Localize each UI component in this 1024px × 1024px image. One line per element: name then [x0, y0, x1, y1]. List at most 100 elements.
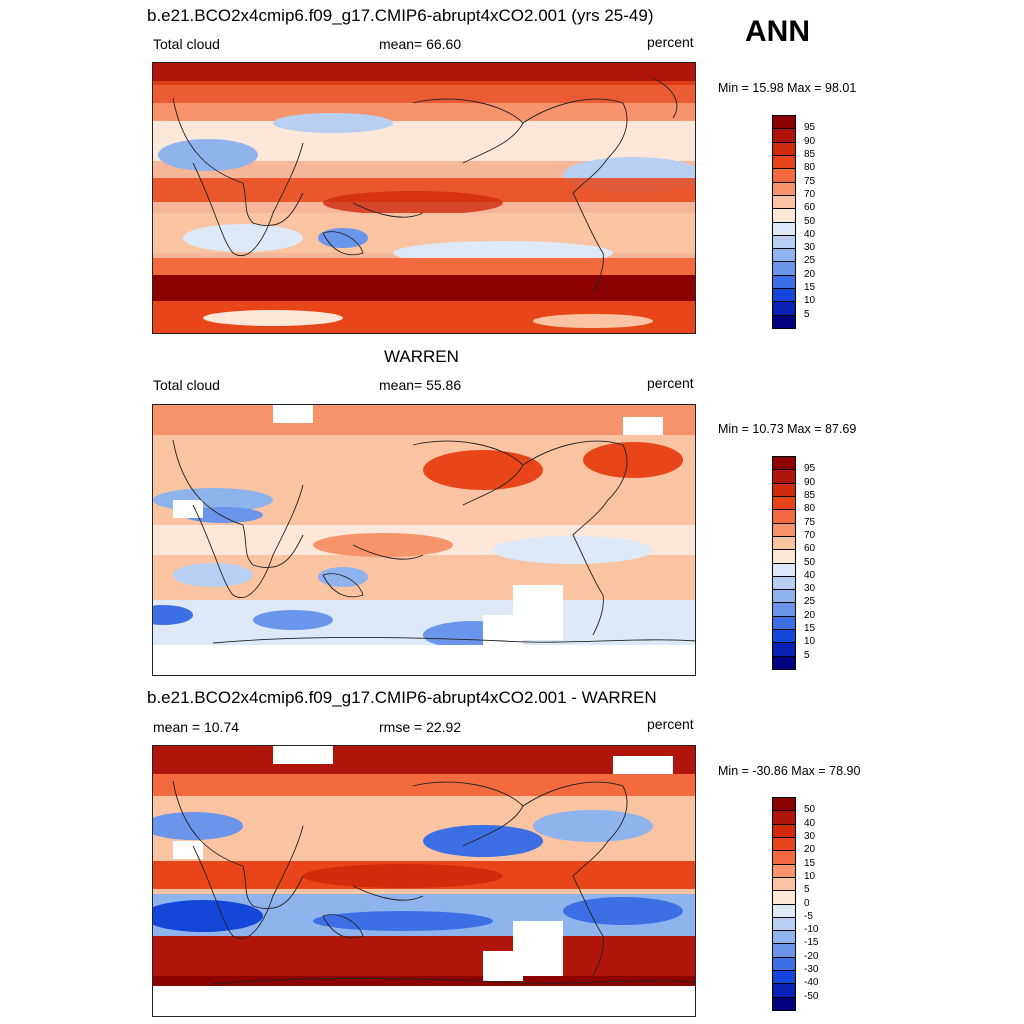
colorbar-tick-label: 30	[804, 830, 816, 842]
colorbar-tick-label: 70	[804, 529, 816, 541]
colorbar-tick-label: 85	[804, 148, 816, 160]
colorbar-swatch	[772, 221, 796, 236]
panel-3-rmse: rmse = 22.92	[379, 719, 462, 735]
colorbar-swatch	[772, 956, 796, 971]
colorbar-swatch	[772, 876, 796, 891]
panel-2-mean: mean= 55.86	[379, 377, 462, 393]
colorbar-tick-label: 80	[804, 162, 816, 174]
panel-3-minmax: Min = -30.86 Max = 78.90	[718, 764, 861, 778]
colorbar-swatch	[772, 168, 796, 183]
colorbar-swatch	[772, 509, 796, 524]
colorbar-tick-label: 20	[804, 844, 816, 856]
colorbar-tick-label: 10	[804, 636, 816, 648]
colorbar-tick-label: 95	[804, 463, 816, 475]
panel-3-mean: mean = 10.74	[153, 719, 240, 735]
colorbar-swatch	[772, 128, 796, 143]
colorbar-swatch	[772, 274, 796, 289]
colorbar-tick-label: -10	[804, 924, 819, 936]
colorbar-tick-label: -30	[804, 964, 819, 976]
colorbar-tick-label: 70	[804, 188, 816, 200]
colorbar-swatch	[772, 575, 796, 590]
colorbar-tick-label: 10	[804, 870, 816, 882]
colorbar-swatch	[772, 314, 796, 329]
colorbar-swatch	[772, 181, 796, 196]
colorbar-swatch	[772, 469, 796, 484]
colorbar-tick-label: -40	[804, 977, 819, 989]
panel-3-map	[152, 745, 696, 1017]
colorbar-tick-label: 15	[804, 857, 816, 869]
colorbar-tick-label: -50	[804, 990, 819, 1002]
colorbar-swatch	[772, 850, 796, 865]
colorbar-tick-label: 95	[804, 122, 816, 134]
colorbar-swatch	[772, 823, 796, 838]
colorbar-tick-label: -5	[804, 910, 813, 922]
colorbar-tick-label: 15	[804, 623, 816, 635]
panel-1-minmax: Min = 15.98 Max = 98.01	[718, 81, 857, 95]
colorbar-swatch	[772, 810, 796, 825]
colorbar-swatch	[772, 141, 796, 156]
colorbar-tick-label: 5	[804, 649, 810, 661]
colorbar-tick-label: 60	[804, 202, 816, 214]
colorbar-tick-label: -20	[804, 950, 819, 962]
colorbar-swatch	[772, 562, 796, 577]
colorbar-swatch	[772, 629, 796, 643]
colorbar-tick-label: 5	[804, 308, 810, 320]
colorbar-swatch	[772, 301, 796, 316]
colorbar-swatch	[772, 930, 796, 944]
colorbar-tick-label: 30	[804, 583, 816, 595]
colorbar-swatch	[772, 996, 796, 1011]
panel-3-units: percent	[647, 716, 694, 732]
colorbar-swatch	[772, 797, 796, 811]
colorbar-tick-label: 60	[804, 543, 816, 555]
colorbar-swatch	[772, 903, 796, 918]
colorbar-swatch	[772, 456, 796, 470]
panel-2-colorbar: 95 90 85 80 75 70 60 50 40 30 25 20 15 10 5	[772, 456, 815, 670]
colorbar-swatch	[772, 522, 796, 537]
colorbar-swatch	[772, 655, 796, 670]
colorbar-swatch	[772, 615, 796, 630]
panel-3-title: b.e21.BCO2x4cmip6.f09_g17.CMIP6-abrupt4x…	[147, 688, 657, 707]
panel-2-title: WARREN	[384, 347, 459, 366]
colorbar-swatch	[772, 535, 796, 550]
colorbar-tick-label: 10	[804, 295, 816, 307]
panel-2-map	[152, 404, 696, 676]
colorbar-tick-label: 80	[804, 503, 816, 515]
colorbar-tick-label: 40	[804, 569, 816, 581]
colorbar-tick-label: 20	[804, 609, 816, 621]
colorbar-tick-label: 75	[804, 516, 816, 528]
colorbar-tick-label: 40	[804, 228, 816, 240]
colorbar-swatch	[772, 916, 796, 931]
panel-2-units: percent	[647, 375, 694, 391]
colorbar-swatch	[772, 194, 796, 209]
colorbar-swatch	[772, 482, 796, 497]
colorbar-swatch	[772, 261, 796, 276]
colorbar-tick-label: 50	[804, 556, 816, 568]
colorbar-tick-label: 40	[804, 817, 816, 829]
colorbar-tick-label: 50	[804, 804, 816, 816]
panel-1-units: percent	[647, 34, 694, 50]
panel-1-mean: mean= 66.60	[379, 36, 462, 52]
colorbar-tick-label: 50	[804, 215, 816, 227]
colorbar-tick-label: 85	[804, 489, 816, 501]
colorbar-swatch	[772, 154, 796, 169]
colorbar-swatch	[772, 495, 796, 510]
colorbar-swatch	[772, 863, 796, 878]
colorbar-swatch	[772, 208, 796, 222]
colorbar-swatch	[772, 983, 796, 998]
panel-2-minmax: Min = 10.73 Max = 87.69	[718, 422, 857, 436]
panel-3-colorbar: 50 40 30 20 15 10 5 0 -5 -10 -15 -20 -30 -40 -50	[772, 797, 818, 1011]
colorbar-swatch	[772, 890, 796, 904]
colorbar-swatch	[772, 589, 796, 603]
colorbar-swatch	[772, 642, 796, 657]
colorbar-tick-label: 30	[804, 242, 816, 254]
colorbar-tick-label: 15	[804, 282, 816, 294]
colorbar-swatch	[772, 943, 796, 958]
colorbar-swatch	[772, 288, 796, 302]
colorbar-tick-label: -15	[804, 937, 819, 949]
colorbar-tick-label: 25	[804, 596, 816, 608]
panel-1-title: b.e21.BCO2x4cmip6.f09_g17.CMIP6-abrupt4x…	[147, 6, 654, 25]
panel-1-map	[152, 62, 696, 334]
colorbar-tick-label: 0	[804, 897, 810, 909]
panel-1-variable: Total cloud	[153, 36, 220, 52]
colorbar-tick-label: 25	[804, 255, 816, 267]
